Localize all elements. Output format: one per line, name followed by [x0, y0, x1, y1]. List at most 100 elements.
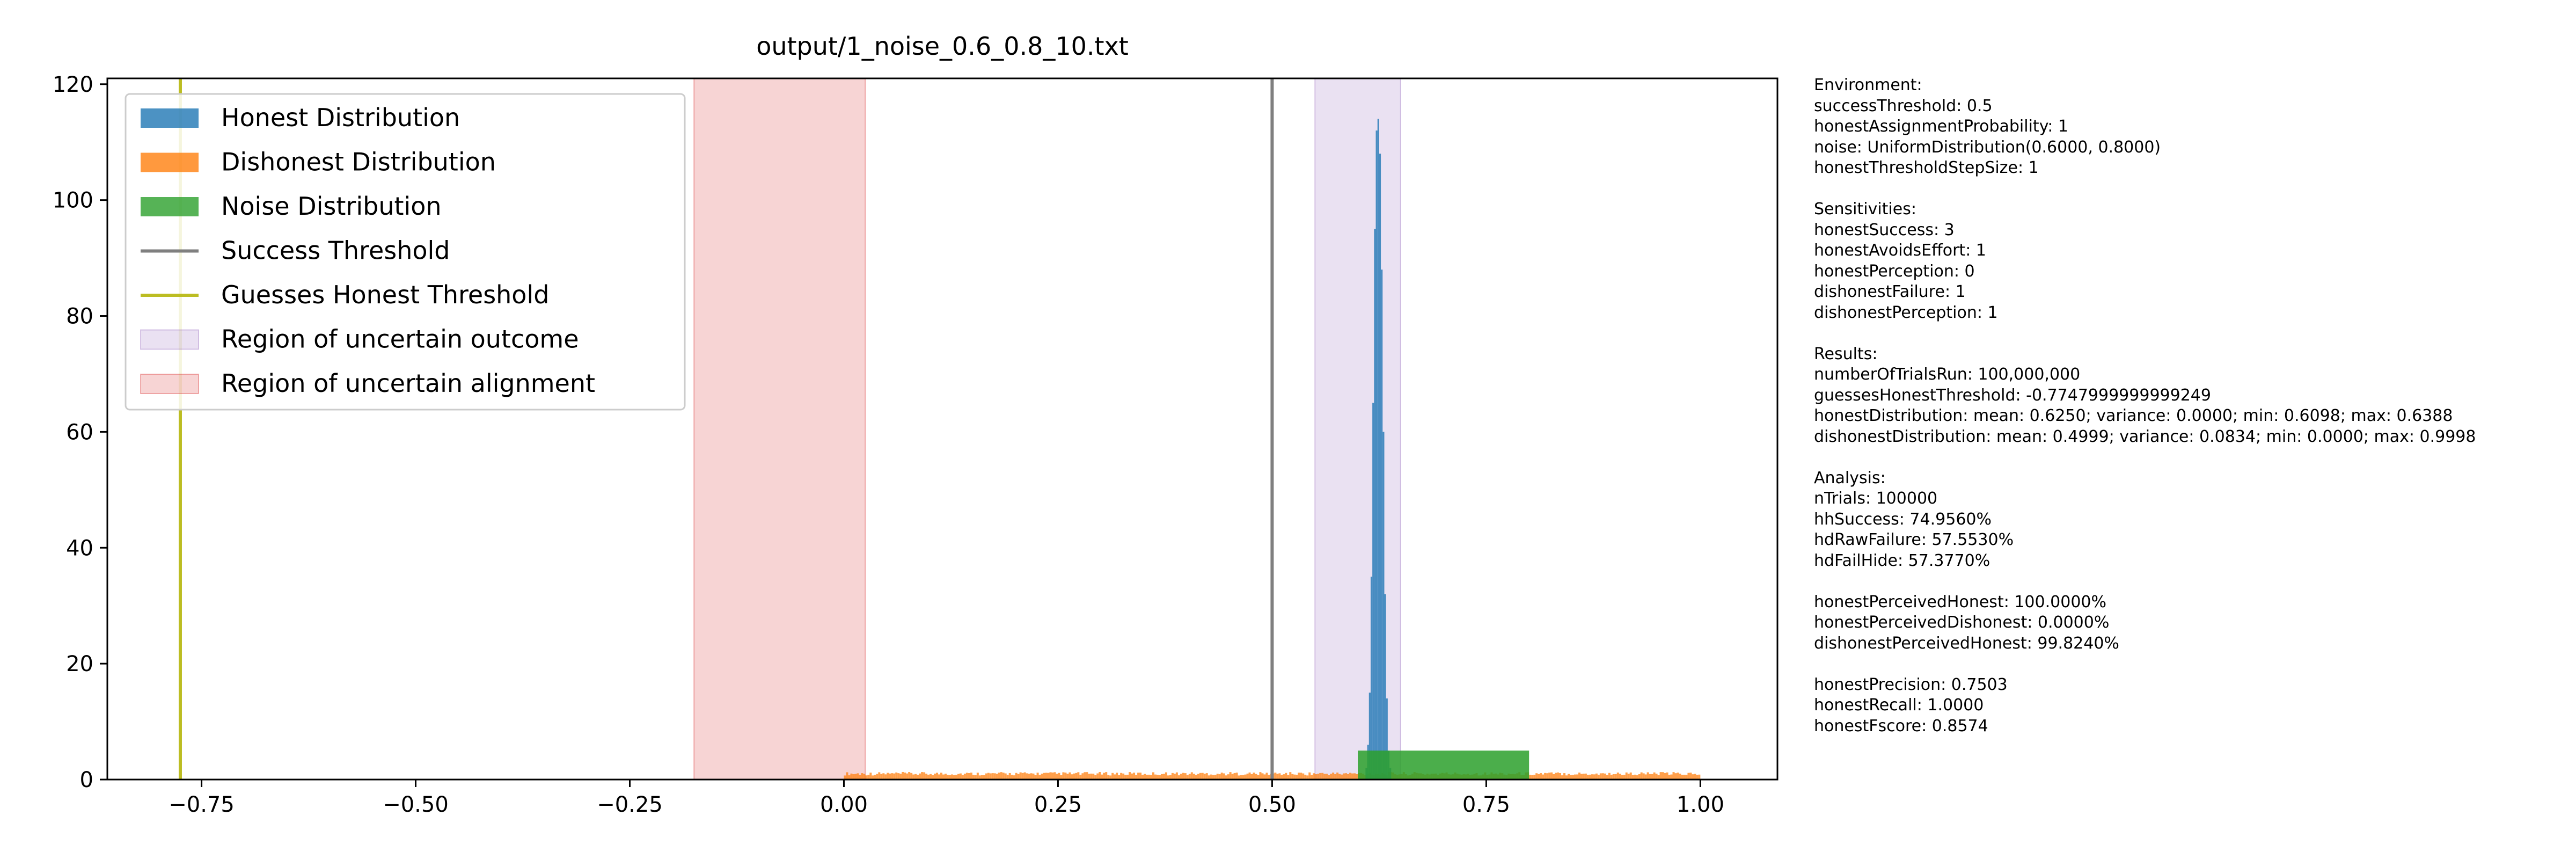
- dishonest-bar: [1015, 773, 1018, 780]
- y-tick-label: 40: [66, 536, 93, 560]
- dishonest-bar: [1289, 772, 1292, 780]
- chart-title: output/1_noise_0.6_0.8_10.txt: [756, 32, 1129, 61]
- dishonest-bar: [1601, 773, 1604, 780]
- dishonest-bar: [1651, 774, 1653, 780]
- honest-bar: [1382, 432, 1385, 780]
- dishonest-bar: [1584, 773, 1587, 780]
- dishonest-bar: [887, 773, 889, 780]
- dishonest-bar: [1668, 775, 1671, 780]
- info-line: guessesHonestThreshold: -0.7747999999999…: [1814, 385, 2211, 405]
- info-section: Results: numberOfTrialsRun: 100,000,000 gu…: [1814, 344, 2565, 448]
- dishonest-bar: [1268, 775, 1270, 780]
- legend-swatch: [141, 197, 199, 216]
- dishonest-bar: [1081, 773, 1084, 780]
- dishonest-bar: [1192, 774, 1195, 780]
- dishonest-bar: [1578, 772, 1580, 780]
- dishonest-bar: [1246, 773, 1249, 780]
- dishonest-bar: [1124, 775, 1127, 780]
- info-line: dishonestPerceivedHonest: 99.8240%: [1814, 634, 2119, 653]
- dishonest-bar: [914, 774, 917, 780]
- dishonest-bar: [1323, 774, 1326, 780]
- dishonest-bar: [1334, 774, 1337, 780]
- dishonest-bar: [1332, 773, 1335, 780]
- dishonest-bar: [1184, 773, 1187, 780]
- dishonest-bar: [1023, 772, 1026, 780]
- dishonest-bar: [1034, 775, 1037, 780]
- dishonest-bar: [1032, 773, 1035, 780]
- noise-bar: [1358, 751, 1529, 780]
- dishonest-bar: [1253, 773, 1255, 780]
- dishonest-bar: [850, 773, 853, 780]
- dishonest-bar: [904, 773, 906, 780]
- info-line: hdRawFailure: 57.5530%: [1814, 530, 2014, 549]
- dishonest-bar: [1638, 774, 1641, 780]
- dishonest-bar: [1311, 775, 1313, 780]
- dishonest-bar: [1529, 775, 1532, 780]
- dishonest-bar: [1139, 773, 1142, 780]
- dishonest-bar: [953, 775, 955, 780]
- span-region-of-uncertain-alignment: [693, 78, 866, 780]
- dishonest-bar: [846, 772, 848, 780]
- info-line: hdFailHide: 57.3770%: [1814, 551, 1990, 570]
- legend: Honest Distribution Dishonest Distributio…: [125, 93, 686, 411]
- dishonest-bar: [1248, 772, 1251, 780]
- dishonest-bar: [1306, 775, 1309, 780]
- dishonest-bar: [1118, 775, 1121, 780]
- dishonest-bar: [963, 774, 966, 780]
- dishonest-bar: [869, 773, 872, 780]
- dishonest-bar: [1623, 775, 1626, 780]
- dishonest-bar: [1036, 773, 1039, 780]
- dishonest-bar: [1238, 775, 1240, 780]
- honest-bar: [1368, 693, 1371, 780]
- legend-box: [125, 93, 686, 411]
- dishonest-bar: [1212, 775, 1214, 780]
- dishonest-bar: [1002, 773, 1005, 780]
- dishonest-bar: [1657, 775, 1660, 780]
- dishonest-bar: [1304, 774, 1307, 780]
- dishonest-bar: [1696, 775, 1699, 780]
- dishonest-bar: [891, 773, 894, 780]
- dishonest-bar: [1555, 773, 1557, 780]
- dishonest-bar: [1606, 775, 1608, 780]
- info-line: dishonestPerception: 1: [1814, 303, 1998, 322]
- honest-bar: [1384, 594, 1386, 780]
- dishonest-bar: [1144, 774, 1146, 780]
- dishonest-bar: [1670, 774, 1673, 780]
- dishonest-bar: [1636, 775, 1638, 780]
- dishonest-bar: [1073, 773, 1075, 780]
- dishonest-bar: [1137, 773, 1140, 780]
- dishonest-bar: [882, 773, 885, 780]
- dishonest-bar: [1233, 773, 1236, 780]
- dishonest-bar: [1535, 773, 1538, 780]
- dishonest-bar: [1169, 775, 1172, 780]
- dishonest-bar: [1165, 772, 1167, 780]
- dishonest-bar: [1261, 773, 1264, 780]
- dishonest-bar: [1694, 774, 1696, 780]
- info-line: honestFscore: 0.8574: [1814, 716, 1988, 736]
- dishonest-bar: [1180, 774, 1182, 780]
- legend-label: Honest Distribution: [221, 103, 460, 132]
- dishonest-bar: [1148, 774, 1151, 780]
- dishonest-bar: [857, 773, 859, 780]
- dishonest-bar: [1242, 775, 1245, 780]
- dishonest-bar: [1255, 774, 1257, 780]
- dishonest-bar: [1582, 774, 1585, 780]
- dishonest-bar: [948, 775, 951, 780]
- dishonest-bar: [1625, 772, 1628, 780]
- dishonest-bar: [854, 774, 857, 780]
- dishonest-bar: [1640, 772, 1643, 780]
- x-tick-label: 0.25: [1034, 792, 1082, 817]
- dishonest-bar: [852, 774, 855, 780]
- dishonest-bar: [1026, 773, 1028, 780]
- y-axis-ticks: 0 20 40 60 80 100 120: [53, 72, 107, 792]
- dishonest-bar: [1208, 775, 1210, 780]
- span-region-of-uncertain-outcome: [1314, 78, 1401, 780]
- dishonest-bar: [1195, 775, 1197, 780]
- dishonest-bar: [998, 773, 1000, 780]
- dishonest-bar: [1126, 774, 1129, 780]
- dishonest-bar: [1227, 774, 1230, 780]
- info-line: honestPerceivedHonest: 100.0000%: [1814, 592, 2106, 612]
- dishonest-bar: [1300, 773, 1302, 780]
- dishonest-bar: [867, 775, 870, 780]
- dishonest-bar: [1129, 772, 1131, 780]
